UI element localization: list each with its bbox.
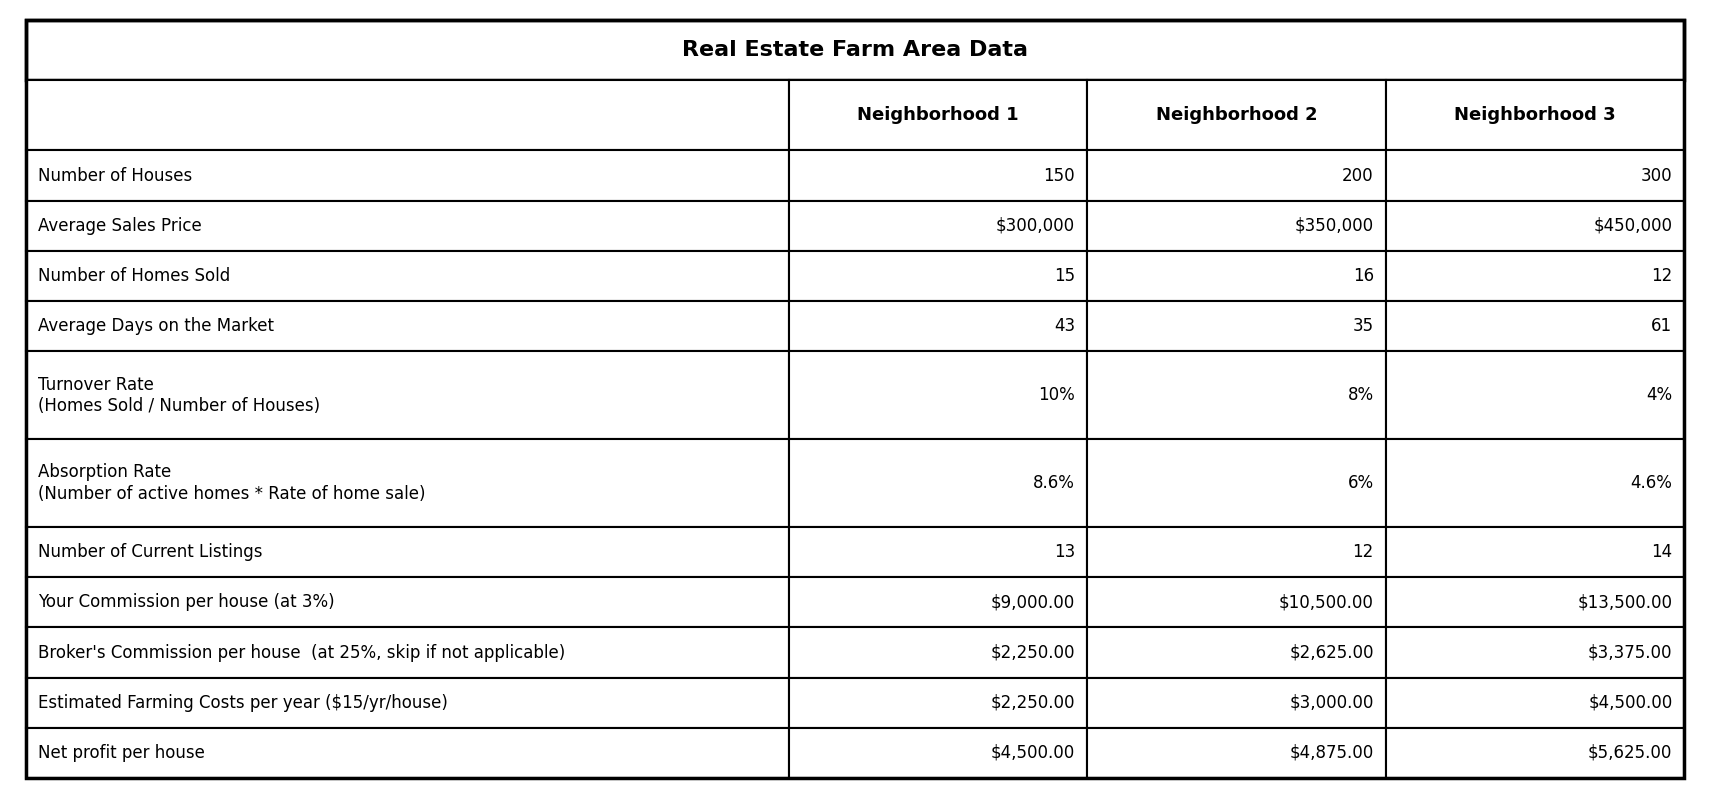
Bar bbox=[788, 678, 1088, 728]
Bar bbox=[788, 439, 1088, 527]
Text: Neighborhood 1: Neighborhood 1 bbox=[857, 106, 1019, 124]
Text: $4,500.00: $4,500.00 bbox=[992, 744, 1076, 762]
Bar bbox=[788, 151, 1088, 200]
Bar bbox=[1088, 439, 1385, 527]
Text: 200: 200 bbox=[1342, 167, 1373, 184]
Bar bbox=[1385, 351, 1684, 439]
Text: Neighborhood 3: Neighborhood 3 bbox=[1454, 106, 1616, 124]
Text: $9,000.00: $9,000.00 bbox=[992, 594, 1076, 611]
Bar bbox=[1088, 527, 1385, 577]
Text: $450,000: $450,000 bbox=[1594, 217, 1672, 235]
Text: $4,500.00: $4,500.00 bbox=[1589, 693, 1672, 712]
Bar bbox=[26, 251, 788, 301]
Text: 8.6%: 8.6% bbox=[1033, 474, 1076, 492]
Bar bbox=[1385, 439, 1684, 527]
Bar bbox=[788, 200, 1088, 251]
Text: 16: 16 bbox=[1353, 267, 1373, 285]
Bar bbox=[1385, 80, 1684, 151]
Text: 12: 12 bbox=[1652, 267, 1672, 285]
Text: $350,000: $350,000 bbox=[1294, 217, 1373, 235]
Text: $2,250.00: $2,250.00 bbox=[990, 693, 1076, 712]
Text: Number of Homes Sold: Number of Homes Sold bbox=[38, 267, 229, 285]
Text: 300: 300 bbox=[1642, 167, 1672, 184]
Text: Real Estate Farm Area Data: Real Estate Farm Area Data bbox=[682, 40, 1028, 60]
Text: Net profit per house: Net profit per house bbox=[38, 744, 205, 762]
Text: Your Commission per house (at 3%): Your Commission per house (at 3%) bbox=[38, 594, 333, 611]
Bar bbox=[1088, 728, 1385, 778]
Text: 14: 14 bbox=[1652, 543, 1672, 561]
Bar bbox=[26, 577, 788, 627]
Bar bbox=[1088, 251, 1385, 301]
Text: $10,500.00: $10,500.00 bbox=[1279, 594, 1373, 611]
Text: $300,000: $300,000 bbox=[997, 217, 1076, 235]
Text: $2,625.00: $2,625.00 bbox=[1289, 643, 1373, 662]
Text: 61: 61 bbox=[1652, 317, 1672, 335]
Text: 6%: 6% bbox=[1347, 474, 1373, 492]
Text: $3,375.00: $3,375.00 bbox=[1589, 643, 1672, 662]
Bar bbox=[26, 527, 788, 577]
Bar bbox=[788, 627, 1088, 678]
Bar bbox=[26, 80, 788, 151]
Text: (Number of active homes * Rate of home sale): (Number of active homes * Rate of home s… bbox=[38, 484, 426, 503]
Bar bbox=[26, 439, 788, 527]
Bar bbox=[1385, 301, 1684, 351]
Bar bbox=[788, 251, 1088, 301]
Bar bbox=[1088, 678, 1385, 728]
Bar bbox=[26, 200, 788, 251]
Text: $5,625.00: $5,625.00 bbox=[1589, 744, 1672, 762]
Bar bbox=[1385, 728, 1684, 778]
Bar bbox=[1088, 80, 1385, 151]
Bar bbox=[788, 728, 1088, 778]
Bar bbox=[1088, 577, 1385, 627]
Text: Number of Houses: Number of Houses bbox=[38, 167, 192, 184]
Bar bbox=[788, 301, 1088, 351]
Text: 15: 15 bbox=[1053, 267, 1076, 285]
Text: Estimated Farming Costs per year ($15/yr/house): Estimated Farming Costs per year ($15/yr… bbox=[38, 693, 448, 712]
Text: 4.6%: 4.6% bbox=[1631, 474, 1672, 492]
Bar bbox=[1088, 301, 1385, 351]
Bar bbox=[1385, 577, 1684, 627]
Text: $2,250.00: $2,250.00 bbox=[990, 643, 1076, 662]
Text: 150: 150 bbox=[1043, 167, 1076, 184]
Text: Broker's Commission per house  (at 25%, skip if not applicable): Broker's Commission per house (at 25%, s… bbox=[38, 643, 564, 662]
Text: 35: 35 bbox=[1353, 317, 1373, 335]
Bar bbox=[1088, 351, 1385, 439]
Bar bbox=[1385, 200, 1684, 251]
Text: 4%: 4% bbox=[1647, 386, 1672, 405]
Text: Turnover Rate: Turnover Rate bbox=[38, 376, 154, 393]
Text: Average Days on the Market: Average Days on the Market bbox=[38, 317, 274, 335]
Text: 43: 43 bbox=[1053, 317, 1076, 335]
Bar bbox=[26, 627, 788, 678]
Bar bbox=[1385, 151, 1684, 200]
Text: Absorption Rate: Absorption Rate bbox=[38, 464, 171, 481]
Bar bbox=[1088, 627, 1385, 678]
Bar bbox=[26, 728, 788, 778]
Bar bbox=[26, 351, 788, 439]
Text: Number of Current Listings: Number of Current Listings bbox=[38, 543, 262, 561]
Bar bbox=[1088, 151, 1385, 200]
Bar bbox=[788, 577, 1088, 627]
Bar bbox=[788, 80, 1088, 151]
Bar bbox=[26, 20, 1684, 80]
Text: Neighborhood 2: Neighborhood 2 bbox=[1156, 106, 1317, 124]
Text: 10%: 10% bbox=[1038, 386, 1076, 405]
Text: (Homes Sold / Number of Houses): (Homes Sold / Number of Houses) bbox=[38, 397, 320, 415]
Text: $4,875.00: $4,875.00 bbox=[1289, 744, 1373, 762]
Bar bbox=[1385, 527, 1684, 577]
Bar bbox=[1385, 251, 1684, 301]
Bar bbox=[788, 527, 1088, 577]
Text: $3,000.00: $3,000.00 bbox=[1289, 693, 1373, 712]
Text: 13: 13 bbox=[1053, 543, 1076, 561]
Bar bbox=[26, 151, 788, 200]
Text: 12: 12 bbox=[1353, 543, 1373, 561]
Bar bbox=[1385, 627, 1684, 678]
Text: 8%: 8% bbox=[1347, 386, 1373, 405]
Bar bbox=[26, 678, 788, 728]
Bar bbox=[26, 301, 788, 351]
Text: $13,500.00: $13,500.00 bbox=[1577, 594, 1672, 611]
Text: Average Sales Price: Average Sales Price bbox=[38, 217, 202, 235]
Bar bbox=[788, 351, 1088, 439]
Bar bbox=[1088, 200, 1385, 251]
Bar bbox=[1385, 678, 1684, 728]
